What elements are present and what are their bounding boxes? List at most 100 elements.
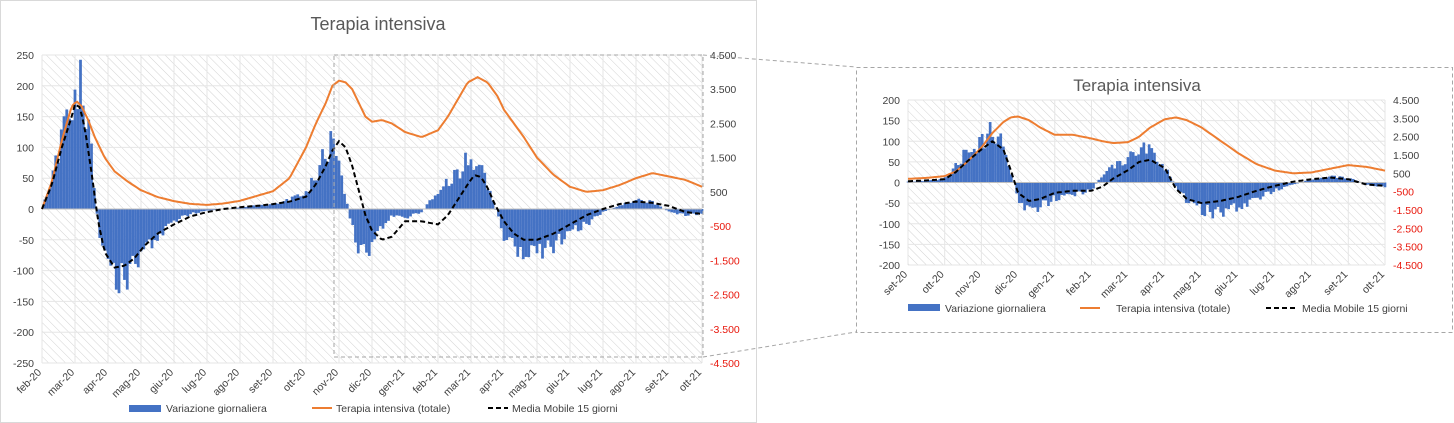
main-moving-average-line bbox=[41, 102, 703, 269]
zoom-daily-bar bbox=[1108, 167, 1111, 183]
main-y2-tick-label: 500 bbox=[710, 187, 728, 199]
main-daily-bar bbox=[172, 209, 176, 221]
main-daily-bar bbox=[194, 209, 198, 214]
main-daily-bar bbox=[667, 209, 671, 212]
main-daily-bar bbox=[378, 209, 382, 227]
main-daily-bar bbox=[552, 209, 555, 254]
zoom-daily-bar bbox=[1163, 170, 1167, 183]
zoom-daily-bar bbox=[1010, 174, 1013, 183]
main-daily-bar bbox=[464, 152, 467, 209]
main-daily-bar bbox=[101, 209, 104, 246]
main-daily-bar bbox=[57, 162, 60, 209]
main-daily-bar bbox=[370, 209, 374, 243]
main-daily-bar bbox=[257, 204, 261, 209]
main-daily-bar bbox=[546, 209, 550, 241]
zoom-daily-bar bbox=[994, 143, 997, 183]
zoom-daily-bar bbox=[1333, 175, 1336, 183]
zoom-daily-bar bbox=[1028, 182, 1032, 207]
zoom-daily-bar bbox=[1192, 182, 1196, 204]
main-daily-bar bbox=[125, 209, 129, 290]
main-y2-tick-label: -3.500 bbox=[710, 324, 740, 336]
zoom-daily-bar bbox=[1007, 165, 1011, 183]
zoom-region-marker bbox=[333, 54, 704, 358]
main-y2-tick-label: -1.500 bbox=[710, 255, 740, 267]
main-daily-bar bbox=[354, 209, 357, 243]
zoom-y-tick-label: -100 bbox=[879, 219, 900, 231]
main-y-tick-label: 150 bbox=[16, 112, 34, 124]
zoom-daily-bar bbox=[1161, 163, 1164, 183]
main-daily-bar bbox=[87, 119, 91, 209]
zoom-y-tick-label: 0 bbox=[894, 178, 900, 190]
main-daily-bar bbox=[208, 209, 212, 211]
main-daily-bar bbox=[406, 209, 410, 219]
main-daily-bar bbox=[675, 209, 679, 215]
zoom-daily-bar bbox=[1100, 177, 1103, 183]
main-daily-bar bbox=[466, 165, 470, 209]
main-daily-bar bbox=[169, 209, 173, 223]
main-daily-bar bbox=[651, 200, 654, 209]
zoom-daily-bar bbox=[1190, 182, 1193, 202]
zoom-daily-bar bbox=[1068, 182, 1071, 195]
main-daily-bar bbox=[213, 209, 217, 211]
zoom-daily-bar bbox=[983, 148, 987, 183]
main-daily-bar bbox=[282, 201, 286, 209]
main-daily-bar bbox=[293, 195, 297, 209]
zoom-daily-bar bbox=[1328, 176, 1331, 183]
main-daily-bar bbox=[414, 209, 418, 214]
main-daily-bar bbox=[117, 209, 121, 294]
main-daily-bar bbox=[200, 209, 203, 212]
zoom-daily-bar bbox=[1335, 177, 1339, 183]
main-daily-bar bbox=[373, 209, 377, 240]
main-daily-bar bbox=[73, 89, 77, 209]
main-daily-bar bbox=[323, 158, 327, 209]
main-daily-bar bbox=[65, 109, 69, 209]
main-daily-bar bbox=[670, 209, 674, 213]
main-daily-bar bbox=[299, 196, 302, 209]
main-daily-bar bbox=[48, 186, 52, 209]
zoom-moving-average-line bbox=[907, 140, 1386, 205]
zoom-daily-bar bbox=[1248, 182, 1252, 200]
zoom-y-tick-label: -200 bbox=[879, 260, 900, 272]
zoom-daily-bar bbox=[951, 168, 955, 183]
zoom-daily-bar bbox=[964, 149, 968, 183]
zoom-daily-bar bbox=[1304, 180, 1307, 183]
main-daily-bar bbox=[249, 205, 253, 209]
zoom-daily-bar bbox=[1145, 153, 1148, 183]
zoom-daily-bar bbox=[1346, 178, 1350, 183]
main-daily-bar bbox=[304, 191, 308, 209]
main-y2-tick-label: -4.500 bbox=[710, 358, 740, 370]
main-daily-bar bbox=[307, 191, 311, 209]
main-daily-bar bbox=[84, 129, 88, 209]
zoom-daily-bar bbox=[1200, 182, 1204, 215]
main-daily-bar bbox=[389, 209, 393, 216]
zoom-daily-bar bbox=[1264, 182, 1268, 192]
zoom-daily-bar bbox=[1137, 154, 1140, 183]
zoom-daily-bar bbox=[1158, 164, 1162, 183]
zoom-y2-tick-label: 1.500 bbox=[1393, 150, 1419, 162]
zoom-daily-bar bbox=[1367, 182, 1371, 185]
zoom-y-tick-label: -50 bbox=[885, 198, 900, 210]
main-daily-bar bbox=[640, 200, 643, 209]
legend-daily-label-zoom: Variazione giornaliera bbox=[945, 303, 1046, 315]
main-y-tick-label: 100 bbox=[16, 142, 34, 154]
main-daily-bar bbox=[673, 209, 676, 213]
main-daily-bar bbox=[301, 195, 305, 209]
zoom-daily-bar bbox=[1237, 182, 1241, 208]
main-daily-bar bbox=[513, 209, 517, 247]
main-daily-bar bbox=[92, 187, 96, 209]
zoom-daily-bar bbox=[988, 122, 992, 183]
zoom-daily-bar bbox=[1383, 182, 1387, 188]
zoom-daily-bar bbox=[1055, 182, 1058, 202]
zoom-daily-bar bbox=[1065, 182, 1069, 194]
main-daily-bar bbox=[68, 118, 71, 209]
main-daily-bar bbox=[497, 209, 500, 217]
main-daily-bar bbox=[343, 193, 346, 209]
zoom-daily-bar bbox=[1285, 182, 1289, 187]
main-daily-bar bbox=[158, 209, 162, 234]
zoom-daily-bar bbox=[970, 151, 973, 183]
main-daily-bar bbox=[252, 205, 256, 209]
zoom-daily-bar bbox=[1039, 182, 1042, 208]
main-daily-bar bbox=[549, 209, 553, 247]
main-daily-bar bbox=[565, 209, 569, 232]
